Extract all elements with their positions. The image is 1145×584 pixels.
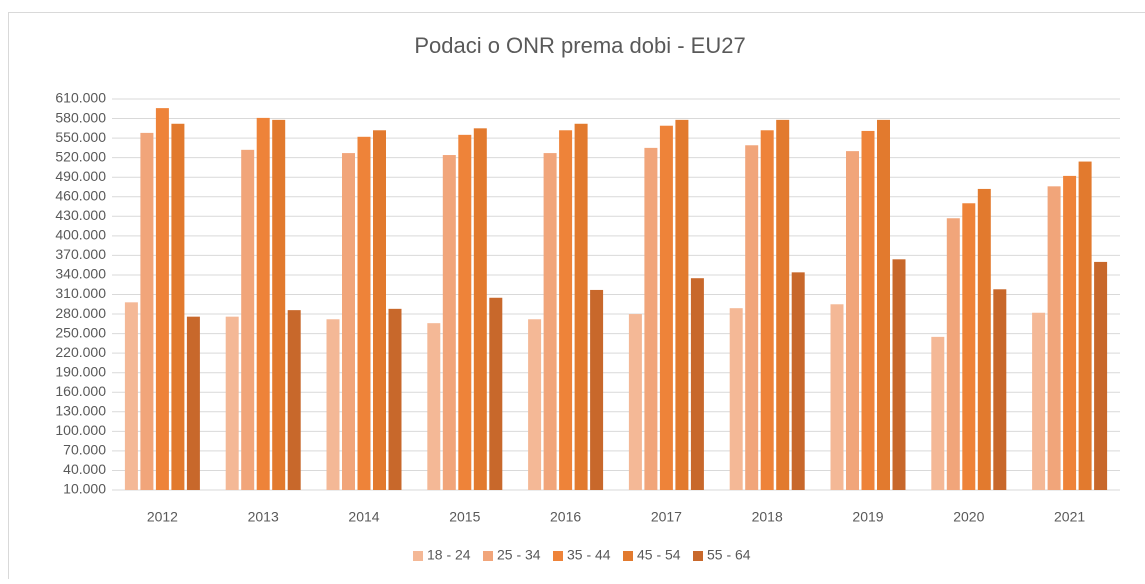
bar bbox=[373, 130, 386, 490]
y-tick-label: 130.000 bbox=[55, 403, 106, 419]
x-tick-label: 2017 bbox=[651, 509, 682, 525]
bar bbox=[288, 310, 301, 490]
y-tick-label: 520.000 bbox=[55, 148, 106, 164]
y-tick-label: 280.000 bbox=[55, 305, 106, 321]
x-tick-label: 2015 bbox=[449, 509, 480, 525]
y-tick-label: 40.000 bbox=[63, 461, 106, 477]
bar bbox=[1094, 262, 1107, 490]
x-tick-label: 2012 bbox=[147, 509, 178, 525]
legend-label: 35 - 44 bbox=[567, 547, 611, 563]
y-tick-label: 250.000 bbox=[55, 324, 106, 340]
legend-swatch bbox=[483, 551, 493, 561]
y-tick-label: 100.000 bbox=[55, 422, 106, 438]
bar bbox=[327, 319, 340, 490]
bar bbox=[140, 133, 153, 490]
y-tick-label: 610.000 bbox=[55, 90, 106, 106]
x-tick-label: 2019 bbox=[852, 509, 883, 525]
bar bbox=[745, 145, 758, 490]
bar bbox=[660, 126, 673, 490]
x-tick-label: 2020 bbox=[953, 509, 984, 525]
y-tick-label: 430.000 bbox=[55, 207, 106, 223]
x-tick-label: 2016 bbox=[550, 509, 581, 525]
bar bbox=[272, 120, 285, 490]
bar bbox=[846, 151, 859, 490]
bar bbox=[978, 189, 991, 490]
bar bbox=[644, 148, 657, 490]
legend-swatch bbox=[623, 551, 633, 561]
legend-swatch bbox=[553, 551, 563, 561]
y-tick-label: 160.000 bbox=[55, 383, 106, 399]
legend-swatch bbox=[693, 551, 703, 561]
bar bbox=[1079, 162, 1092, 490]
bar bbox=[877, 120, 890, 490]
y-tick-label: 310.000 bbox=[55, 285, 106, 301]
bar bbox=[691, 278, 704, 490]
bar bbox=[474, 128, 487, 490]
bar bbox=[962, 203, 975, 490]
bar bbox=[544, 153, 557, 490]
y-tick-label: 10.000 bbox=[63, 481, 106, 497]
bar bbox=[730, 308, 743, 490]
y-tick-label: 220.000 bbox=[55, 344, 106, 360]
bar bbox=[590, 290, 603, 490]
bar bbox=[1032, 313, 1045, 490]
y-tick-label: 70.000 bbox=[63, 442, 106, 458]
y-tick-label: 400.000 bbox=[55, 227, 106, 243]
bar bbox=[993, 289, 1006, 490]
bar bbox=[257, 118, 270, 490]
bar bbox=[156, 108, 169, 490]
bar bbox=[559, 130, 572, 490]
x-tick-label: 2021 bbox=[1054, 509, 1085, 525]
y-tick-label: 190.000 bbox=[55, 363, 106, 379]
bar bbox=[226, 317, 239, 490]
bar bbox=[893, 259, 906, 490]
y-tick-label: 460.000 bbox=[55, 187, 106, 203]
y-tick-label: 550.000 bbox=[55, 129, 106, 145]
bar bbox=[342, 153, 355, 490]
legend-label: 55 - 64 bbox=[707, 547, 751, 563]
bar bbox=[761, 130, 774, 490]
bar bbox=[489, 298, 502, 490]
bar bbox=[575, 124, 588, 490]
bar bbox=[947, 218, 960, 490]
chart-title: Podaci o ONR prema dobi - EU27 bbox=[414, 33, 745, 58]
bar bbox=[675, 120, 688, 490]
y-tick-label: 340.000 bbox=[55, 266, 106, 282]
bar bbox=[427, 323, 440, 490]
y-tick-label: 370.000 bbox=[55, 246, 106, 262]
legend-label: 45 - 54 bbox=[637, 547, 681, 563]
bar bbox=[358, 137, 371, 490]
legend-label: 18 - 24 bbox=[427, 547, 471, 563]
bar bbox=[1048, 186, 1061, 490]
x-tick-label: 2014 bbox=[348, 509, 379, 525]
y-tick-label: 580.000 bbox=[55, 109, 106, 125]
bar bbox=[125, 302, 138, 490]
bar bbox=[443, 155, 456, 490]
bar bbox=[528, 319, 541, 490]
x-tick-label: 2013 bbox=[248, 509, 279, 525]
bar bbox=[458, 135, 471, 490]
bar bbox=[241, 150, 254, 490]
bar bbox=[1063, 176, 1076, 490]
bar bbox=[931, 337, 944, 490]
legend-label: 25 - 34 bbox=[497, 547, 541, 563]
bar bbox=[776, 120, 789, 490]
bar bbox=[389, 309, 402, 490]
bar bbox=[629, 314, 642, 490]
bar bbox=[831, 304, 844, 490]
legend-swatch bbox=[413, 551, 423, 561]
y-tick-label: 490.000 bbox=[55, 168, 106, 184]
bar bbox=[862, 131, 875, 490]
bar bbox=[171, 124, 184, 490]
bar bbox=[792, 272, 805, 490]
bar bbox=[187, 317, 200, 490]
x-tick-label: 2018 bbox=[752, 509, 783, 525]
